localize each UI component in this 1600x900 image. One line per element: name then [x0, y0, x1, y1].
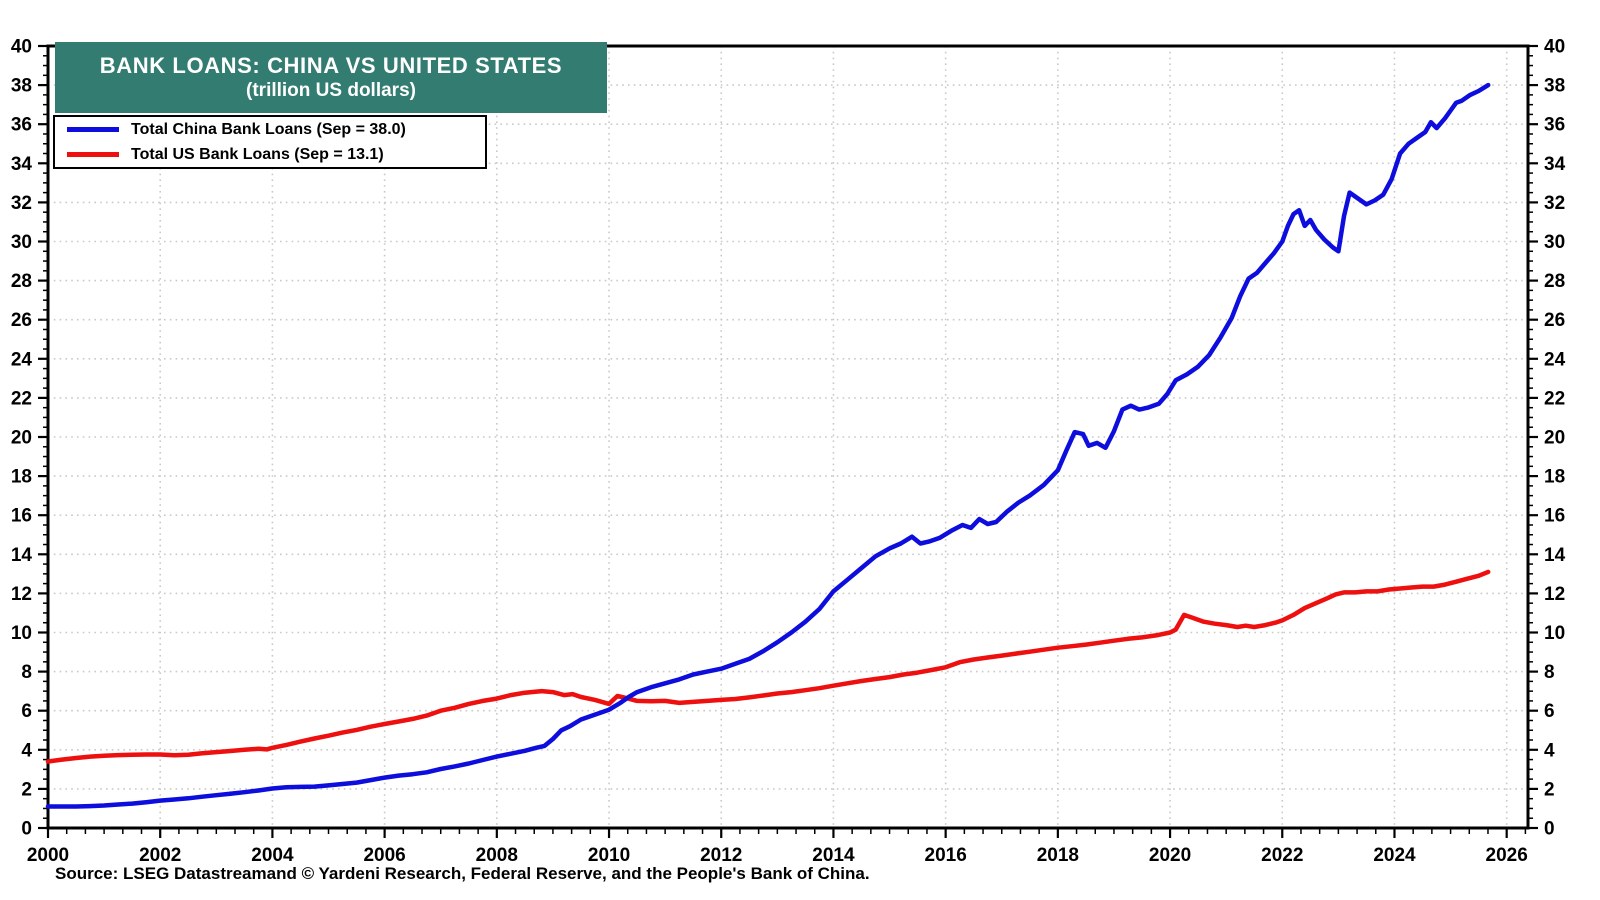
- y-tick-label-left: 2: [21, 779, 32, 800]
- x-tick-label: 2012: [700, 845, 742, 866]
- y-tick-label-left: 10: [11, 623, 32, 644]
- y-tick-label-right: 40: [1544, 37, 1565, 58]
- y-tick-label-right: 24: [1544, 349, 1566, 370]
- y-tick-label-left: 40: [11, 37, 32, 58]
- y-tick-label-right: 32: [1544, 193, 1565, 214]
- us-series-swatch: [67, 152, 119, 157]
- legend-box: Total China Bank Loans (Sep = 38.0) Tota…: [53, 115, 487, 169]
- legend-item-china: Total China Bank Loans (Sep = 38.0): [55, 117, 485, 142]
- y-tick-label-left: 28: [11, 271, 32, 292]
- y-tick-label-left: 6: [21, 701, 32, 722]
- y-tick-label-right: 8: [1544, 662, 1555, 683]
- y-tick-label-left: 32: [11, 193, 32, 214]
- x-tick-label: 2006: [363, 845, 405, 866]
- x-tick-label: 2024: [1373, 845, 1416, 866]
- y-tick-label-right: 16: [1544, 506, 1565, 527]
- y-tick-label-right: 28: [1544, 271, 1565, 292]
- y-tick-label-right: 22: [1544, 388, 1565, 409]
- y-tick-label-right: 26: [1544, 310, 1565, 331]
- y-tick-label-right: 18: [1544, 467, 1565, 488]
- x-tick-label: 2008: [476, 845, 518, 866]
- x-tick-label: 2018: [1037, 845, 1079, 866]
- x-tick-label: 2014: [812, 845, 855, 866]
- chart-title: BANK LOANS: CHINA VS UNITED STATES: [99, 52, 563, 78]
- y-tick-label-left: 0: [21, 819, 32, 840]
- x-tick-label: 2002: [139, 845, 181, 866]
- chart-title-box: BANK LOANS: CHINA VS UNITED STATES (tril…: [55, 42, 607, 113]
- y-tick-label-left: 16: [11, 506, 32, 527]
- x-tick-label: 2016: [925, 845, 967, 866]
- y-tick-label-right: 38: [1544, 76, 1565, 97]
- y-tick-label-right: 12: [1544, 584, 1565, 605]
- legend-label-us: Total US Bank Loans (Sep = 13.1): [131, 145, 384, 163]
- y-tick-label-left: 22: [11, 388, 32, 409]
- y-tick-label-right: 0: [1544, 819, 1555, 840]
- y-tick-label-left: 38: [11, 76, 32, 97]
- china-series-swatch: [67, 127, 119, 132]
- plot-frame: [46, 44, 1530, 830]
- y-tick-label-left: 18: [11, 467, 32, 488]
- y-tick-label-right: 14: [1544, 545, 1566, 566]
- x-tick-label: 2010: [588, 845, 630, 866]
- x-tick-label: 2026: [1486, 845, 1528, 866]
- y-tick-label-left: 12: [11, 584, 32, 605]
- y-tick-label-left: 34: [11, 154, 33, 175]
- y-tick-label-left: 20: [11, 428, 32, 449]
- x-tick-label: 2000: [27, 845, 69, 866]
- legend-label-china: Total China Bank Loans (Sep = 38.0): [131, 120, 406, 138]
- y-tick-label-left: 24: [11, 349, 33, 370]
- y-tick-label-right: 6: [1544, 701, 1555, 722]
- y-tick-label-right: 34: [1544, 154, 1566, 175]
- y-tick-label-left: 26: [11, 310, 32, 331]
- y-tick-label-right: 20: [1544, 428, 1565, 449]
- y-tick-label-right: 36: [1544, 115, 1565, 136]
- y-tick-label-right: 4: [1544, 740, 1555, 761]
- y-tick-label-right: 10: [1544, 623, 1565, 644]
- y-tick-label-right: 30: [1544, 232, 1565, 253]
- x-tick-label: 2020: [1149, 845, 1191, 866]
- legend-item-us: Total US Bank Loans (Sep = 13.1): [55, 142, 485, 167]
- us-loans-line: [45, 569, 1491, 764]
- x-tick-label: 2022: [1261, 845, 1303, 866]
- china-loans-line: [45, 82, 1491, 809]
- y-tick-label-left: 8: [21, 662, 32, 683]
- source-note: Source: LSEG Datastreamand © Yardeni Res…: [55, 864, 870, 883]
- chart-subtitle: (trillion US dollars): [246, 80, 416, 102]
- x-tick-label: 2004: [251, 845, 294, 866]
- y-tick-label-left: 30: [11, 232, 32, 253]
- y-tick-label-left: 14: [11, 545, 33, 566]
- y-tick-label-left: 4: [21, 740, 32, 761]
- y-tick-label-left: 36: [11, 115, 32, 136]
- y-tick-label-right: 2: [1544, 779, 1555, 800]
